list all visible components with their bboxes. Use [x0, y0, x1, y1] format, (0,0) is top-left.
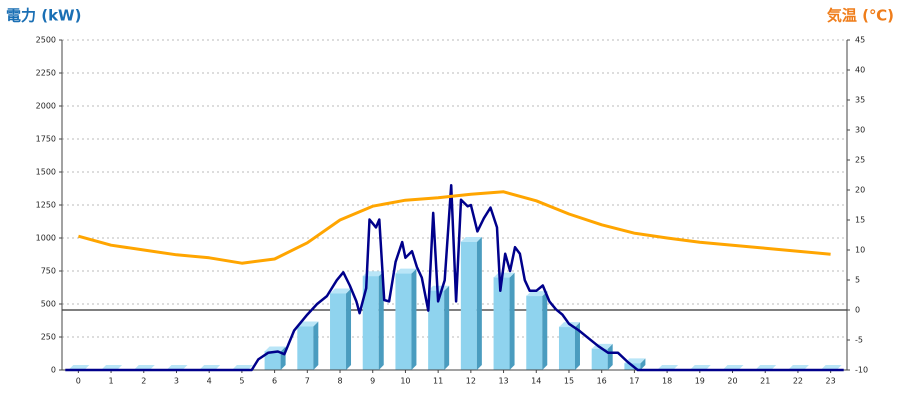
y2-tick-label: 35 [855, 96, 865, 105]
x-tick-label: 13 [498, 377, 508, 386]
y-tick-label: 1250 [36, 201, 56, 210]
x-tick-label: 9 [370, 377, 375, 386]
bar-side [607, 343, 613, 370]
y-axis-title: 電力 (kW) [6, 7, 81, 25]
bar-top [395, 268, 417, 274]
y2-tick-label: 40 [855, 66, 865, 75]
y2-tick-label: -10 [855, 366, 868, 375]
y2-tick-label: 20 [855, 186, 865, 195]
y-tick-label: 500 [41, 300, 56, 309]
bar-top [526, 291, 548, 297]
bar-side [574, 322, 580, 370]
bar-side [542, 291, 548, 370]
x-tick-label: 8 [337, 377, 342, 386]
line [65, 183, 844, 372]
y2-tick-label: 0 [855, 306, 860, 315]
y-tick-label: 0 [51, 366, 56, 375]
bar-side [346, 288, 352, 370]
bar [460, 241, 477, 370]
bar-top [428, 285, 450, 291]
bar-top [330, 288, 352, 294]
x-tick-label: 3 [174, 377, 179, 386]
bar-side [411, 268, 417, 370]
x-tick-label: 0 [76, 377, 81, 386]
y-tick-label: 750 [41, 267, 56, 276]
bar-side [640, 358, 646, 370]
bar-side [378, 271, 384, 370]
bar [558, 326, 575, 370]
y2-tick-label: 25 [855, 156, 865, 165]
bar [493, 277, 510, 370]
x-tick-label: 17 [629, 377, 639, 386]
x-tick-label: 22 [793, 377, 803, 386]
y-tick-label: 2500 [36, 36, 56, 45]
x-tick-label: 15 [564, 377, 574, 386]
y2-tick-label: -5 [855, 336, 863, 345]
y2-tick-label: 15 [855, 216, 865, 225]
bar-top [264, 346, 286, 352]
y-tick-label: 2000 [36, 102, 56, 111]
bar [362, 275, 379, 370]
x-tick-label: 4 [207, 377, 212, 386]
bar-top [297, 321, 319, 327]
x-tick-label: 23 [826, 377, 836, 386]
y2-tick-label: 5 [855, 276, 860, 285]
y2-tick-label: 45 [855, 36, 865, 45]
bar [591, 348, 608, 370]
bar [428, 290, 445, 370]
x-tick-label: 18 [662, 377, 672, 386]
x-tick-label: 2 [141, 377, 146, 386]
x-tick-label: 21 [760, 377, 770, 386]
x-tick-label: 12 [466, 377, 476, 386]
y-tick-label: 1500 [36, 168, 56, 177]
x-tick-label: 1 [109, 377, 114, 386]
bar-side [444, 285, 450, 370]
line [78, 190, 831, 265]
bar-side [476, 236, 482, 370]
x-tick-label: 14 [531, 377, 541, 386]
bar [526, 295, 543, 370]
bar [264, 351, 281, 370]
y-tick-label: 1000 [36, 234, 56, 243]
y-tick-label: 250 [41, 333, 56, 342]
x-tick-label: 19 [695, 377, 705, 386]
x-tick-label: 11 [433, 377, 443, 386]
x-tick-label: 6 [272, 377, 277, 386]
bar [330, 292, 347, 370]
bar-side [509, 272, 515, 370]
y-tick-label: 2250 [36, 69, 56, 78]
x-tick-label: 20 [727, 377, 737, 386]
bar [297, 325, 314, 370]
bar-side [313, 321, 319, 370]
x-tick-label: 7 [305, 377, 310, 386]
bar-top [460, 236, 482, 242]
y2-tick-label: 30 [855, 126, 865, 135]
bar [395, 273, 412, 370]
x-tick-label: 10 [400, 377, 410, 386]
y-tick-label: 1750 [36, 135, 56, 144]
y2-tick-label: 10 [855, 246, 865, 255]
x-tick-label: 5 [239, 377, 244, 386]
y2-axis-title: 気温 (℃) [827, 7, 894, 25]
x-tick-label: 16 [597, 377, 607, 386]
